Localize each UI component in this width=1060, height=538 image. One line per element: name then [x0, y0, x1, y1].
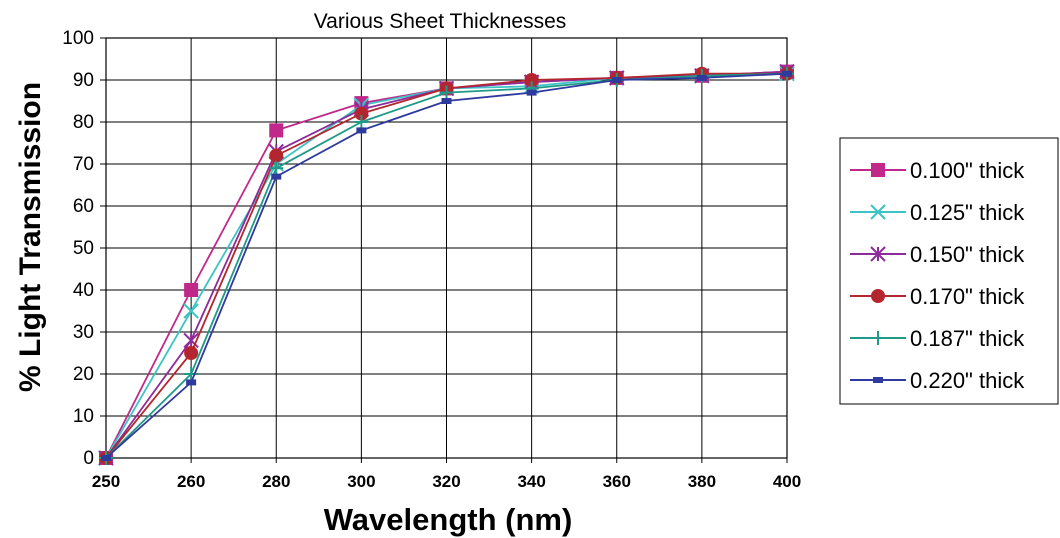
data-point: [354, 115, 369, 129]
legend-item: 0.187" thick: [850, 326, 1025, 351]
data-point: [186, 379, 197, 386]
legend-marker: [870, 204, 886, 220]
x-axis-label: Wavelength (nm): [324, 502, 573, 537]
data-point: [184, 367, 199, 381]
legend: 0.100" thick 0.125" thick 0.150" thick 0.17…: [839, 137, 1059, 405]
y-tick-label: 60: [73, 196, 94, 217]
legend-marker: [871, 163, 885, 177]
data-point: [184, 283, 199, 297]
x-tick-label: 380: [688, 472, 716, 491]
y-tick-label: 0: [83, 448, 94, 469]
legend-label: 0.150" thick: [910, 242, 1025, 267]
y-tick-label: 100: [62, 28, 94, 49]
data-point: [526, 89, 537, 96]
x-tick-label: 260: [177, 472, 205, 491]
series: [98, 63, 795, 466]
legend-label: 0.125" thick: [910, 200, 1025, 225]
legend-label: 0.100" thick: [910, 158, 1025, 183]
x-tick-label: 360: [603, 472, 631, 491]
y-tick-label: 50: [73, 238, 94, 259]
y-axis-ticks: 0 10 20 30 40 50 60 70 80 90 100: [62, 28, 106, 469]
x-tick-label: 250: [92, 472, 120, 491]
data-point: [782, 70, 792, 77]
legend-marker: [873, 377, 883, 383]
y-tick-label: 70: [73, 154, 94, 175]
legend-marker: [870, 246, 886, 262]
marker-stroke: [870, 204, 886, 220]
data-point: [271, 173, 282, 180]
y-tick-label: 30: [73, 322, 94, 343]
legend-label: 0.187" thick: [910, 326, 1025, 351]
x-tick-label: 400: [773, 472, 801, 491]
data-point: [356, 127, 367, 134]
y-tick-label: 10: [73, 406, 94, 427]
data-point: [269, 161, 284, 176]
legend-item: 0.220" thick: [850, 368, 1025, 393]
x-tick-label: 280: [262, 472, 290, 491]
data-point: [269, 148, 284, 163]
x-tick-label: 300: [347, 472, 375, 491]
legend-box: [839, 137, 1059, 405]
legend-item: 0.170" thick: [850, 284, 1025, 309]
data-point: [184, 346, 199, 360]
legend-label: 0.220" thick: [910, 368, 1025, 393]
series-6: [101, 70, 792, 461]
legend-label: 0.170" thick: [910, 284, 1025, 309]
data-point: [696, 74, 707, 81]
data-point: [269, 123, 284, 138]
marker-stroke: [183, 303, 199, 319]
y-axis-label: % Light Transmission: [14, 82, 47, 392]
legend-item: 0.150" thick: [850, 242, 1025, 267]
data-point: [354, 106, 369, 121]
legend-marker: [871, 289, 885, 303]
grid: [105, 37, 788, 459]
y-tick-label: 90: [73, 70, 94, 91]
x-tick-label: 320: [432, 472, 460, 491]
legend-marker: [871, 331, 885, 345]
x-tick-label: 340: [517, 472, 545, 491]
x-axis-ticks: 250 260 280 300 320 340 360 380 400: [92, 458, 801, 491]
data-point: [101, 455, 111, 461]
data-point: [439, 85, 454, 100]
data-point: [441, 98, 452, 104]
legend-item: 0.100" thick: [850, 158, 1025, 183]
data-point: [183, 303, 199, 319]
data-point: [183, 332, 199, 349]
y-tick-label: 40: [73, 280, 94, 301]
legend-item: 0.125" thick: [850, 200, 1025, 225]
y-tick-label: 80: [73, 112, 94, 133]
data-point: [524, 73, 539, 87]
y-tick-label: 20: [73, 364, 94, 385]
data-point: [611, 77, 622, 83]
chart-title: Various Sheet Thicknesses: [314, 10, 567, 33]
